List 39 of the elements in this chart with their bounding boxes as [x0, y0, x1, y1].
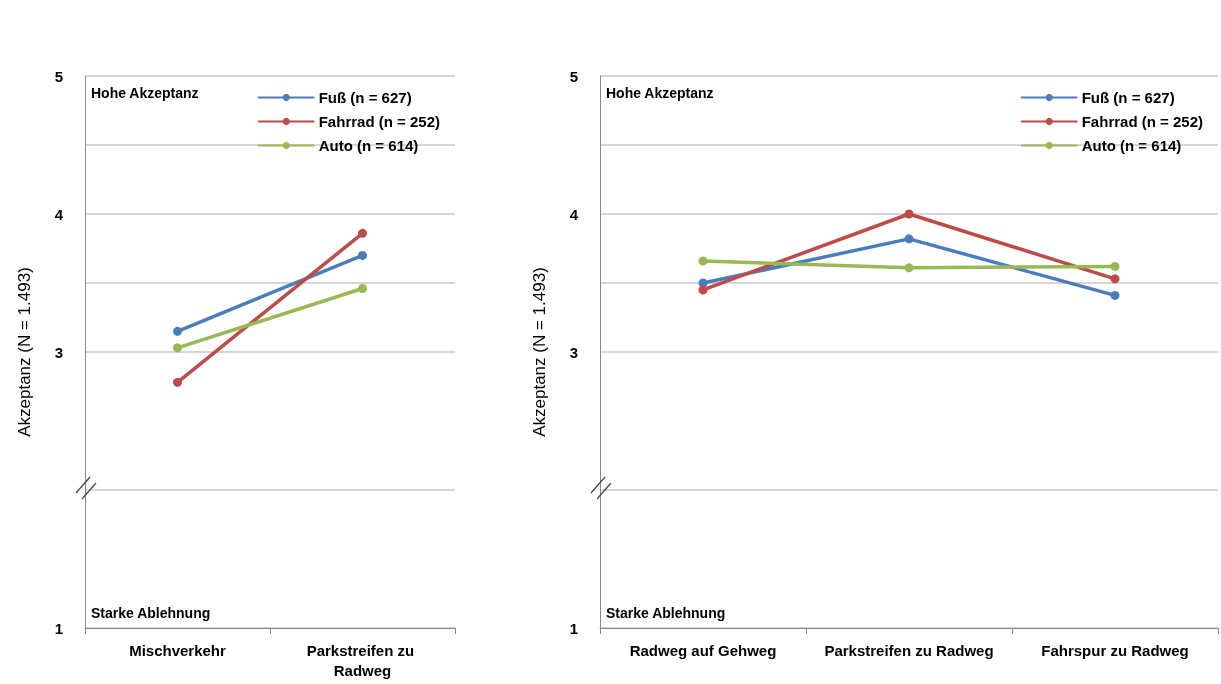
point [1110, 290, 1120, 300]
y-tick-label: 5 [569, 67, 578, 85]
legend-label: Auto (n = 614) [1081, 137, 1182, 154]
y-tick-label: 3 [54, 343, 63, 361]
y-tick-label: 4 [54, 205, 64, 223]
point [1110, 274, 1120, 284]
legend-label: Fahrrad (n = 252) [318, 113, 441, 130]
y-tick-label: 1 [54, 619, 63, 637]
point [358, 228, 367, 238]
x-tick-label: Mischverkehr [129, 641, 227, 659]
point [904, 234, 914, 244]
x-tick-label: Fahrspur zu Radweg [1041, 641, 1189, 659]
x-tick-label: Parkstreifen zu Radweg [306, 641, 419, 679]
legend-label: Auto (n = 614) [318, 137, 419, 154]
point [173, 377, 182, 387]
annotation: Starke Ablehnung [606, 605, 726, 621]
point [1110, 261, 1120, 271]
x-tick-label: Radweg auf Gehweg [629, 641, 777, 659]
y-tick-label: 3 [569, 343, 578, 361]
y-tick-label: 5 [54, 67, 63, 85]
point [904, 209, 914, 219]
point [904, 263, 914, 273]
point [358, 250, 367, 260]
legend-label: Fuß (n = 627) [1081, 89, 1175, 106]
annotation: Hohe Akzeptanz [606, 85, 714, 101]
x-tick-label: Parkstreifen zu Radweg [824, 641, 994, 659]
y-tick-label: 1 [569, 619, 578, 637]
point [358, 284, 367, 294]
y-axis-title: Akzeptanz (N = 1.493) [15, 267, 34, 437]
legend-label: Fahrrad (n = 252) [1081, 113, 1204, 130]
y-tick-label: 4 [569, 205, 579, 223]
point [698, 256, 708, 266]
point [698, 285, 708, 295]
annotation: Hohe Akzeptanz [91, 85, 199, 101]
point [173, 343, 182, 353]
y-axis-title: Akzeptanz (N = 1.493) [530, 267, 549, 437]
annotation: Starke Ablehnung [91, 605, 211, 621]
legend-label: Fuß (n = 627) [318, 89, 412, 106]
point [173, 326, 182, 336]
